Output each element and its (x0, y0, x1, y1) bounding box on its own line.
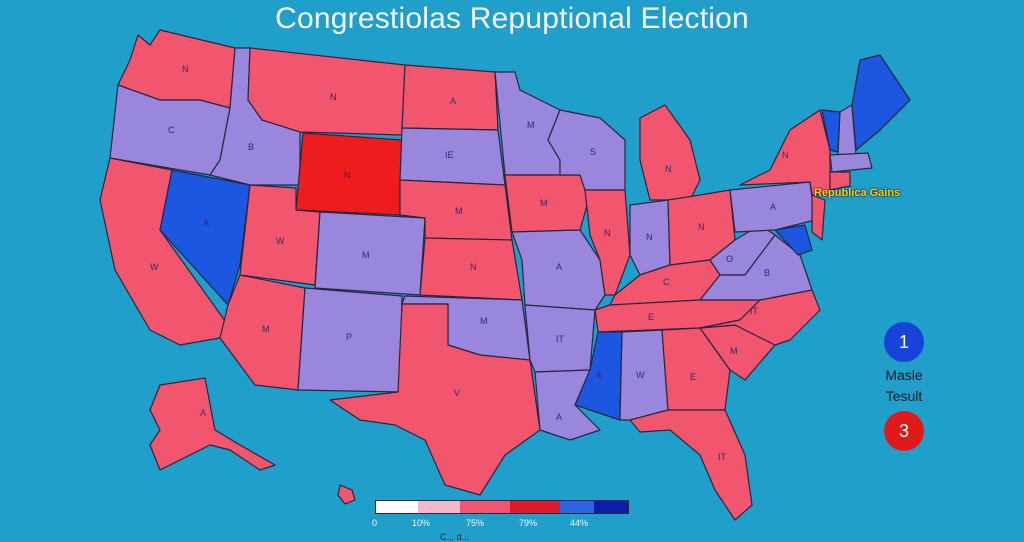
label-nm: P (346, 332, 352, 342)
state-virginia (699, 234, 813, 301)
color-legend-bar (375, 500, 629, 514)
label-pa: A (770, 202, 776, 212)
republican-gains-annotation: Republica Gains (814, 187, 901, 199)
state-missouri (511, 229, 606, 311)
label-wv: O (726, 254, 733, 264)
label-mn: M (527, 120, 535, 130)
state-maine (851, 54, 911, 151)
label-wa: N (182, 64, 189, 74)
label-il: N (604, 228, 611, 238)
state-maryland (774, 224, 813, 256)
legend-swatch (594, 501, 628, 513)
label-ga: E (690, 372, 696, 382)
state-massachusetts (829, 152, 873, 173)
legend-swatch (376, 501, 418, 513)
page-title: Congrestiolas Repuptional Election (275, 2, 749, 35)
label-la: A (556, 412, 562, 422)
label-ia: M (540, 198, 548, 208)
state-wisconsin (547, 109, 626, 191)
legend-tick: 75% (466, 518, 485, 528)
label-id: B (248, 142, 254, 152)
label-va: B (764, 268, 770, 278)
label-wi: S (590, 147, 596, 157)
state-nevada (159, 169, 251, 306)
state-mississippi (574, 331, 623, 421)
democrat-count-badge: 1 (884, 322, 924, 362)
state-north-carolina (699, 289, 821, 346)
legend-title: C... d... (440, 532, 470, 542)
result-label-line-1: Masle (885, 367, 923, 383)
label-ca: W (150, 262, 159, 272)
state-illinois (584, 189, 631, 296)
legend-swatch (510, 501, 560, 513)
legend-swatch (418, 501, 460, 513)
label-wy: N (344, 170, 351, 180)
state-florida (629, 409, 753, 521)
state-texas (329, 303, 541, 496)
label-ar: IT (556, 334, 565, 344)
label-ut: W (276, 236, 285, 246)
legend-tick: 0 (372, 518, 378, 528)
label-ky: C (663, 277, 670, 287)
label-nc: IT (750, 306, 759, 316)
label-tx: V (454, 388, 460, 398)
label-or: C (168, 125, 175, 135)
label-al: W (636, 370, 645, 380)
label-co: M (362, 250, 370, 260)
label-in: N (646, 232, 653, 242)
label-oh: N (698, 222, 705, 232)
label-nv: A (203, 218, 209, 228)
legend-tick: 79% (519, 518, 538, 528)
label-ks: N (470, 262, 477, 272)
state-michigan (639, 104, 701, 201)
label-ne: M (455, 206, 463, 216)
state-colorado (314, 211, 426, 296)
label-tn: E (648, 312, 654, 322)
republican-count-badge: 3 (884, 411, 924, 451)
label-ak: A (200, 408, 206, 418)
label-az: M (262, 324, 270, 334)
state-connecticut (829, 171, 851, 191)
legend-tick: 44% (570, 518, 589, 528)
label-mi: N (665, 164, 672, 174)
state-new-jersey (811, 194, 826, 241)
result-label-line-2: Tesult (885, 388, 923, 404)
label-ny: N (782, 150, 789, 160)
state-montana (247, 47, 406, 136)
label-sc: M (730, 346, 738, 356)
legend-tick: 10% (412, 518, 431, 528)
state-hawaii (337, 484, 356, 505)
label-mo: A (556, 262, 562, 272)
legend-swatch (560, 501, 594, 513)
state-iowa (504, 174, 591, 233)
label-nd: A (450, 96, 456, 106)
state-alaska (149, 377, 276, 471)
label-ok: M (480, 316, 488, 326)
state-georgia (661, 327, 731, 411)
state-pennsylvania (729, 181, 816, 233)
label-mt: N (330, 92, 337, 102)
legend-swatch (460, 501, 510, 513)
label-ms: E (597, 370, 603, 380)
label-sd: IE (445, 150, 454, 160)
label-fl: IT (718, 452, 727, 462)
